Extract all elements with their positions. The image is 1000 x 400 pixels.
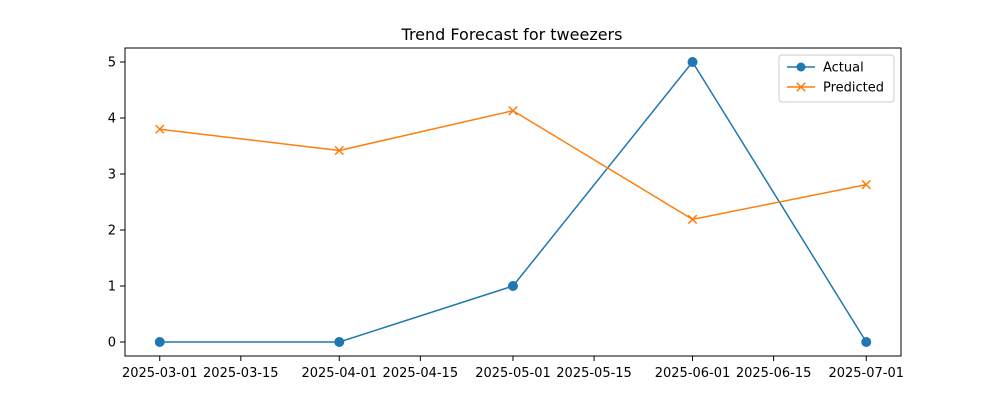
actual-point	[687, 57, 698, 67]
y-tick-label: 4	[108, 112, 116, 127]
legend-predicted-marker	[796, 82, 806, 92]
actual-point	[154, 337, 165, 347]
predicted-series-line	[159, 109, 867, 221]
x-tick-label: 2025-05-15	[556, 366, 632, 381]
x-tick-label: 2025-03-15	[203, 366, 279, 381]
plot-area-frame	[124, 47, 902, 357]
legend: Actual Predicted	[778, 54, 895, 103]
predicted-point	[861, 179, 871, 190]
predicted-point	[687, 214, 698, 225]
y-tick-label: 5	[108, 56, 116, 71]
x-tick-label: 2025-04-01	[301, 366, 377, 381]
predicted-point	[155, 124, 165, 134]
actual-point	[334, 337, 345, 347]
y-tick-label: 1	[108, 280, 116, 295]
x-tick-label: 2025-04-15	[383, 366, 459, 381]
x-tick-label: 2025-03-01	[122, 366, 198, 381]
actual-series-line	[159, 61, 867, 343]
y-tick-label: 3	[108, 168, 116, 183]
actual-point	[508, 281, 518, 291]
chart-title: Trend Forecast for tweezers	[401, 25, 623, 44]
x-tick-label: 2025-07-01	[828, 366, 904, 381]
y-tick-label: 2	[108, 224, 116, 239]
y-tick-label: 0	[108, 336, 116, 351]
x-tick-label: 2025-05-01	[475, 366, 551, 381]
legend-predicted-label: Predicted	[823, 81, 884, 96]
predicted-point	[334, 145, 344, 156]
x-tick-label: 2025-06-01	[655, 366, 731, 381]
legend-actual-marker	[796, 62, 806, 72]
actual-point	[861, 337, 872, 347]
x-tick-label: 2025-06-15	[736, 366, 812, 381]
legend-actual-label: Actual	[823, 61, 864, 76]
predicted-point	[508, 105, 518, 116]
